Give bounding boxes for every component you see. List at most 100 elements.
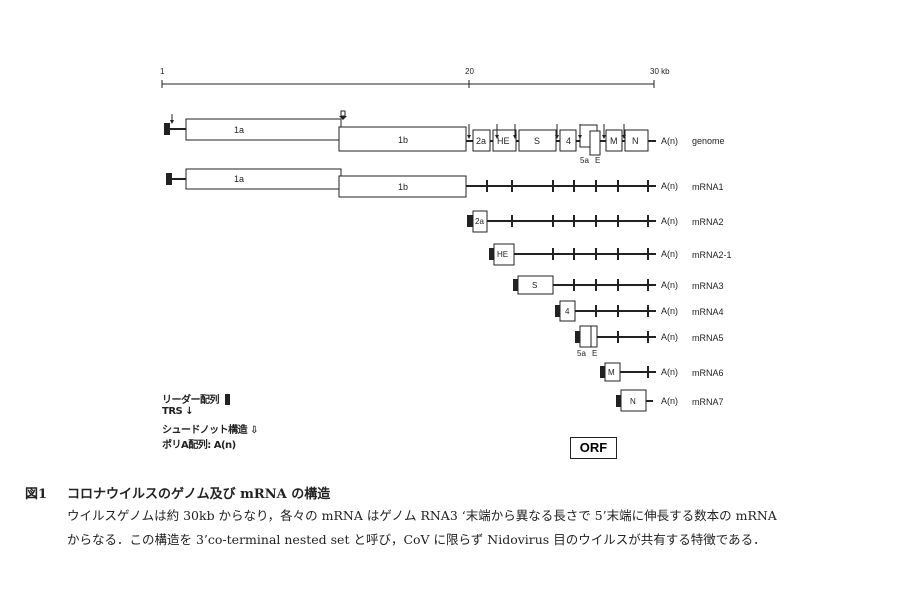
- genome-row: 1a 1b 2a HE S 4 5a E M N A(n) genome: [164, 110, 725, 165]
- orf-label: 1a: [234, 125, 244, 135]
- row-label: genome: [692, 136, 725, 146]
- trs-arrow-icon: [495, 124, 499, 139]
- orf-label: 1b: [398, 135, 408, 145]
- orf-1a: [185, 168, 342, 190]
- orf-n: [620, 389, 647, 412]
- polya-label: A(n): [661, 332, 678, 342]
- orf-label: HE: [497, 136, 510, 146]
- orf-4: [559, 129, 577, 152]
- mrna-row-mrna2-1: HE A(n) mRNA2-1: [489, 243, 732, 266]
- orf-label: 5a: [577, 349, 586, 358]
- trs-arrow-icon: [170, 114, 174, 124]
- polya-label: A(n): [661, 280, 678, 290]
- row-label: mRNA3: [692, 281, 724, 291]
- row-label: mRNA5: [692, 333, 724, 343]
- scale-tick-1: 1: [160, 67, 165, 76]
- orf-label: M: [610, 136, 618, 146]
- orf-s: [517, 275, 554, 295]
- trs-arrow-icon: [578, 124, 582, 139]
- orf-5a: [579, 325, 598, 348]
- legend-trs: TRS ↓: [162, 406, 194, 417]
- orf-label: 1b: [398, 182, 408, 192]
- polya-label: A(n): [661, 306, 678, 316]
- orf-s: [518, 129, 557, 152]
- orf-1b: [338, 175, 467, 198]
- orf-2a: [472, 210, 488, 233]
- orf-m: [604, 362, 621, 382]
- caption-line-2: からなる．この構造を 3’co-terminal nested set と呼び，…: [67, 532, 766, 547]
- leader-sequence-mark: [489, 248, 495, 260]
- orf-label: 5a: [580, 156, 589, 165]
- leader-sequence-mark: [164, 123, 170, 135]
- leader-sequence-mark: [555, 305, 561, 317]
- scale-tick-30kb: 30 kb: [650, 67, 670, 76]
- polya-label: A(n): [661, 367, 678, 377]
- orf-label: 2a: [475, 217, 484, 226]
- mrna-row-mrna3: S A(n) mRNA3: [513, 275, 724, 295]
- leader-swatch-icon: [224, 394, 230, 405]
- scale-tick-20: 20: [465, 67, 474, 76]
- trs-arrow-icon: [602, 124, 606, 139]
- leader-sequence-mark: [616, 395, 622, 407]
- polya-label: A(n): [661, 249, 678, 259]
- figure-title: コロナウイルスのゲノム及び mRNA の構造: [67, 487, 331, 502]
- mrna-row-mrna1: 1a 1b A(n) mRNA1: [166, 168, 724, 198]
- row-label: mRNA4: [692, 307, 724, 317]
- row-label: mRNA6: [692, 368, 724, 378]
- scale-bar: 1 20 30 kb: [160, 67, 670, 88]
- orf-label: N: [630, 397, 636, 406]
- figure-caption-title: 図1 コロナウイルスのゲノム及び mRNA の構造: [25, 483, 330, 502]
- trs-arrow-icon: ↓: [185, 406, 194, 417]
- mrna-row-mrna2: 2a A(n) mRNA2: [467, 210, 724, 233]
- polya-label: A(n): [661, 216, 678, 226]
- leader-sequence-mark: [575, 331, 581, 343]
- caption-line-1: ウイルスゲノムは約 30kb からなり，各々の mRNA はゲノム RNA3 ‘…: [67, 508, 777, 523]
- mrna-row-mrna7: N A(n) mRNA7: [616, 389, 724, 412]
- polya-label: A(n): [661, 136, 678, 146]
- trs-arrows: [170, 114, 626, 139]
- mrna-row-mrna5: 5a E A(n) mRNA5: [575, 325, 724, 358]
- orf-label: E: [595, 156, 600, 165]
- orf-he: [493, 243, 515, 266]
- figure-number: 図1: [25, 487, 48, 502]
- orf-label: M: [608, 368, 615, 377]
- orf-1b: [338, 126, 467, 152]
- row-label: mRNA2: [692, 217, 724, 227]
- orf-label: N: [632, 136, 639, 146]
- orf-e: [589, 130, 601, 156]
- orf-4: [559, 300, 576, 322]
- orf-n: [624, 129, 649, 152]
- legend-leader: リーダー配列: [162, 391, 230, 406]
- orf-label: 1a: [234, 174, 244, 184]
- row-label: mRNA1: [692, 182, 724, 192]
- trs-arrow-icon: [555, 124, 559, 139]
- orf-label: HE: [497, 250, 508, 259]
- mrna-row-mrna4: 4 A(n) mRNA4: [555, 300, 724, 322]
- orf-2a: [472, 129, 491, 152]
- orf-label: S: [532, 281, 537, 290]
- orf-1a: [185, 118, 342, 141]
- orf-label: 4: [566, 136, 571, 146]
- polya-label: A(n): [661, 396, 678, 406]
- pseudoknot-arrow-icon: ⇩: [250, 425, 258, 436]
- row-label: mRNA2-1: [692, 250, 732, 260]
- leader-sequence-mark: [467, 215, 473, 227]
- orf-label: S: [534, 136, 540, 146]
- orf-label: E: [592, 349, 597, 358]
- leader-sequence-mark: [513, 279, 519, 291]
- legend-pseudoknot: シュードノット構造 ⇩: [162, 425, 258, 436]
- mrna-row-mrna6: M A(n) mRNA6: [600, 362, 724, 382]
- pseudoknot-arrow-icon: [339, 110, 347, 120]
- leader-sequence-mark: [600, 366, 606, 378]
- trs-arrow-icon: [467, 124, 471, 139]
- orf-legend-box: ORF: [570, 437, 617, 459]
- trs-arrow-icon: [513, 124, 517, 139]
- trs-arrow-icon: [622, 124, 626, 139]
- leader-sequence-mark: [166, 173, 172, 185]
- orf-m: [605, 129, 623, 152]
- legend-polya: ポリA配列: A(n): [162, 440, 236, 451]
- row-label: mRNA7: [692, 397, 724, 407]
- polya-label: A(n): [661, 181, 678, 191]
- orf-label: 4: [565, 307, 570, 316]
